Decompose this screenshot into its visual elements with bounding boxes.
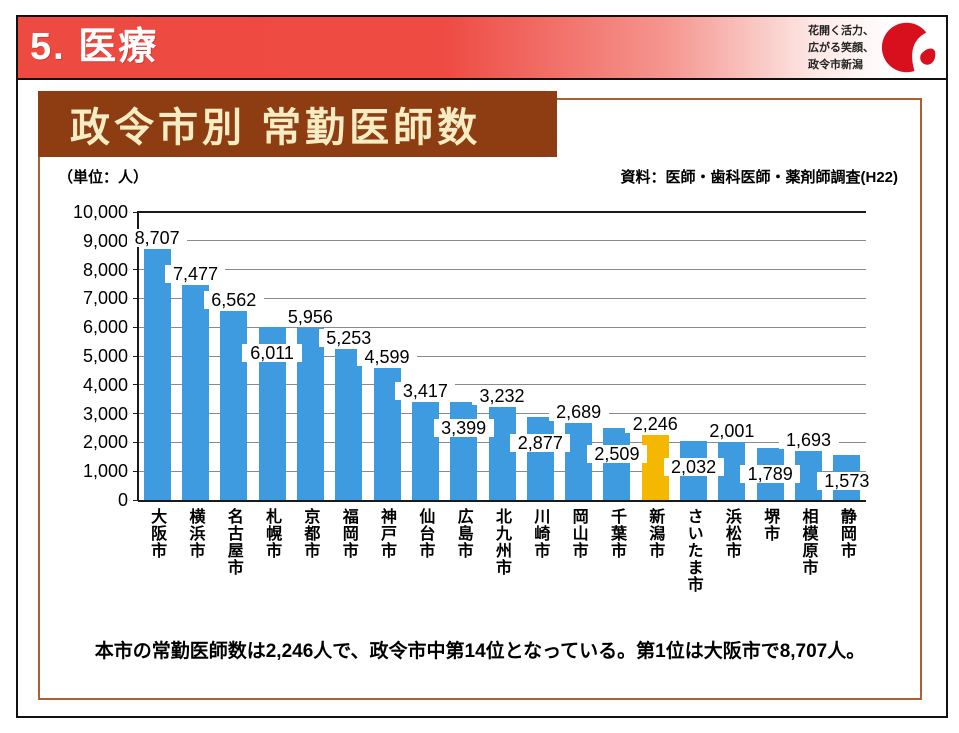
- x-axis-label: 横浜市: [186, 508, 204, 559]
- footer-note: 本市の常勤医師数は2,246人で、政令市中第14位となっている。第1位は大阪市で…: [94, 641, 866, 662]
- x-axis-label: 川崎市: [531, 508, 549, 559]
- bar-value-label: 3,417: [395, 381, 456, 400]
- x-axis-label: 仙台市: [416, 508, 434, 559]
- bar-value-label: 2,001: [701, 422, 762, 441]
- chart-title: 政令市別 常勤医師数: [70, 106, 482, 150]
- bar-value-label: 3,399: [433, 419, 494, 438]
- page-title: 5. 医療: [30, 26, 159, 68]
- x-axis-label: さいたま市: [684, 508, 702, 593]
- y-axis-tick-label: 7,000: [82, 288, 128, 309]
- x-axis-label: 広島市: [454, 508, 472, 559]
- bar-chart: 0 1,000 2,000 3,000 4,000 5,000 6,000 7,000 8,00…: [40, 100, 920, 640]
- gridline: [138, 297, 866, 299]
- y-axis-tick: [133, 211, 138, 213]
- bar-value-label: 2,032: [663, 458, 724, 477]
- y-axis-tick: [133, 384, 138, 386]
- bar-value-label: 8,707: [127, 229, 188, 248]
- chart-panel: 政令市別 常勤医師数 （単位：人） 資料：医師・歯科医師・薬剤師調査(H22) …: [38, 91, 922, 700]
- bar-value-label: 3,232: [472, 386, 532, 405]
- bar-仙台市: [411, 401, 439, 500]
- bar-value-label: 6,011: [242, 343, 303, 362]
- x-axis-label: 浜松市: [722, 508, 740, 559]
- bar-value-label: 1,693: [778, 431, 839, 450]
- x-axis-label: 福岡市: [339, 508, 357, 559]
- gridline: [138, 326, 866, 328]
- chart-title-banner: 政令市別 常勤医師数: [38, 91, 557, 157]
- bar-広島市: [450, 402, 478, 500]
- y-axis-tick-label: 4,000: [82, 374, 128, 395]
- city-slogan: 花開く活力、 広がる笑顔、 政令市新潟: [808, 23, 874, 74]
- y-axis-tick-label: 2,000: [82, 432, 128, 453]
- bar-value-label: 2,509: [586, 444, 647, 463]
- x-axis-label: 新潟市: [646, 508, 664, 559]
- slogan-line: 花開く活力、: [808, 25, 874, 37]
- bar-横浜市: [181, 284, 209, 500]
- bar-千葉市: [603, 427, 631, 500]
- x-axis-label: 北九州市: [493, 508, 510, 576]
- y-axis-tick-label: 10,000: [72, 202, 128, 222]
- y-axis-tick-label: 5,000: [82, 346, 128, 366]
- gridline: [138, 384, 866, 386]
- y-axis-tick: [133, 269, 138, 271]
- unit-label: （単位：人）: [58, 169, 149, 186]
- bar-大阪市: [143, 249, 171, 500]
- bar-value-label: 1,573: [816, 471, 877, 490]
- bar-value-label: 5,956: [280, 308, 341, 327]
- bar-value-label: 7,477: [165, 264, 226, 283]
- bar-名古屋市: [220, 311, 248, 500]
- bar-value-label: 2,877: [510, 434, 571, 453]
- x-axis-label: 相模原市: [799, 508, 817, 576]
- gridline: [138, 355, 866, 357]
- bar-value-label: 4,599: [357, 347, 418, 366]
- bar-value-label: 6,562: [203, 291, 264, 309]
- x-axis-label: 堺市: [761, 508, 779, 542]
- y-axis-tick-label: 9,000: [82, 230, 128, 251]
- y-axis-tick: [133, 413, 138, 415]
- x-axis-label: 名古屋市: [224, 508, 242, 576]
- x-axis-label: 千葉市: [607, 508, 625, 559]
- y-axis-line: [137, 211, 139, 501]
- slogan-line: 政令市新潟: [808, 59, 863, 72]
- x-axis-label: 静岡市: [837, 508, 855, 559]
- bar-value-label: 2,246: [625, 415, 686, 434]
- logo-block: 花開く活力、 広がる笑顔、 政令市新潟: [762, 17, 942, 78]
- plot-top-border: [138, 211, 866, 213]
- x-axis-label: 札幌市: [263, 508, 281, 559]
- bar-value-label: 5,253: [318, 328, 379, 347]
- bar-value-label: 2,689: [548, 402, 609, 421]
- bar-川崎市: [526, 417, 554, 500]
- page-frame: 5. 医療 花開く活力、 広がる笑顔、 政令市新潟 政令市別 常勤: [16, 15, 948, 718]
- x-axis-label: 岡山市: [569, 508, 587, 559]
- gridline: [138, 240, 866, 242]
- bar-value-label: 1,789: [740, 465, 801, 484]
- y-axis-tick: [133, 326, 138, 328]
- y-axis-tick-label: 0: [117, 490, 128, 510]
- y-axis-tick-label: 1,000: [82, 461, 128, 482]
- y-axis-tick: [133, 355, 138, 357]
- x-axis-label: 神戸市: [378, 508, 396, 559]
- x-axis-label: 大阪市: [148, 508, 166, 559]
- source-label: 資料：医師・歯科医師・薬剤師調査(H22): [620, 169, 898, 186]
- y-axis-tick-label: 3,000: [82, 403, 128, 424]
- bar-福岡市: [335, 348, 363, 500]
- y-axis-tick: [133, 297, 138, 299]
- y-axis-tick: [133, 470, 138, 472]
- y-axis-tick-label: 8,000: [82, 259, 128, 280]
- x-axis-line: [138, 500, 866, 502]
- x-axis-label: 京都市: [301, 508, 319, 559]
- slogan-line: 広がる笑顔、: [808, 42, 874, 55]
- header-band: 5. 医療 花開く活力、 広がる笑顔、 政令市新潟: [18, 17, 946, 80]
- niigata-city-logo-icon: [880, 19, 937, 76]
- gridline: [138, 269, 866, 271]
- y-axis-tick: [133, 441, 138, 443]
- y-axis-tick: [133, 499, 138, 501]
- y-axis-tick-label: 6,000: [82, 317, 128, 338]
